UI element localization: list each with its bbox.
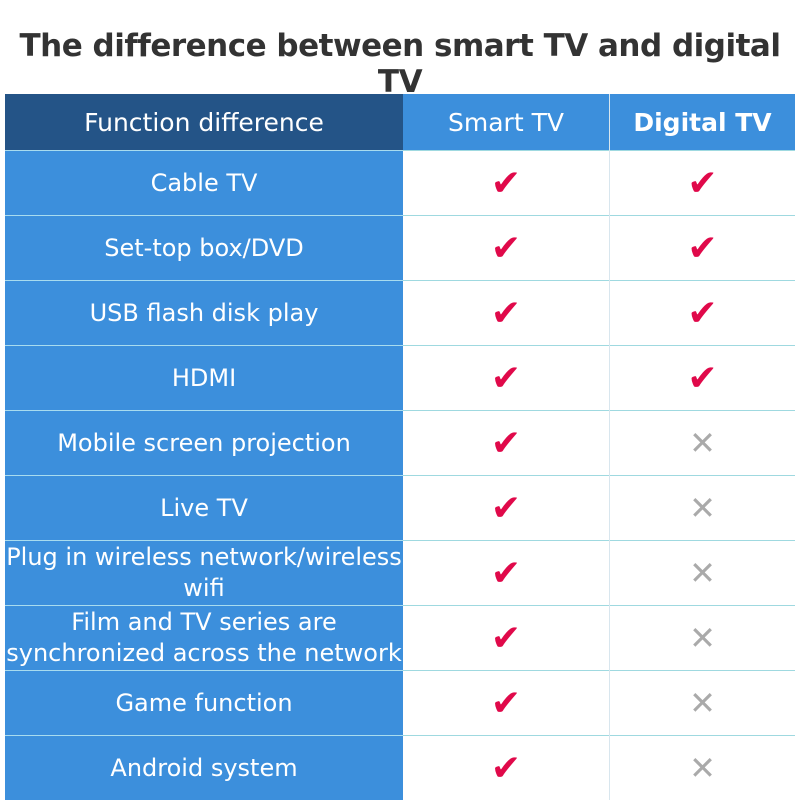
check-icon: ✔ xyxy=(490,487,522,529)
feature-cell: Cable TV xyxy=(5,150,403,216)
smart-tv-cell: ✔ xyxy=(403,670,610,736)
check-icon: ✔ xyxy=(490,747,522,789)
feature-cell: Android system xyxy=(5,735,403,800)
table-row: USB flash disk play ✔ ✔ xyxy=(5,280,795,346)
cross-icon: ✕ xyxy=(689,684,716,722)
header-digital-tv: Digital TV xyxy=(609,94,795,151)
check-icon: ✔ xyxy=(490,227,522,269)
check-icon: ✔ xyxy=(490,617,522,659)
smart-tv-cell: ✔ xyxy=(403,475,610,541)
cross-icon: ✕ xyxy=(689,619,716,657)
page-title: The difference between smart TV and digi… xyxy=(19,28,781,100)
smart-tv-cell: ✔ xyxy=(403,280,610,346)
table-row: Film and TV series are synchronized acro… xyxy=(5,605,795,671)
check-icon: ✔ xyxy=(687,162,718,204)
smart-tv-cell: ✔ xyxy=(403,345,610,411)
smart-tv-cell: ✔ xyxy=(403,150,610,216)
header-function-difference: Function difference xyxy=(5,94,403,151)
table-row: Live TV ✔ ✕ xyxy=(5,475,795,541)
smart-tv-cell: ✔ xyxy=(403,540,610,606)
smart-tv-cell: ✔ xyxy=(403,215,610,281)
check-icon: ✔ xyxy=(490,357,522,399)
digital-tv-cell: ✕ xyxy=(609,540,795,606)
check-icon: ✔ xyxy=(687,227,718,269)
feature-cell: USB flash disk play xyxy=(5,280,403,346)
cross-icon: ✕ xyxy=(689,554,716,592)
smart-tv-cell: ✔ xyxy=(403,735,610,800)
digital-tv-cell: ✕ xyxy=(609,410,795,476)
check-icon: ✔ xyxy=(490,162,522,204)
check-icon: ✔ xyxy=(490,682,522,724)
check-icon: ✔ xyxy=(687,292,718,334)
table-row: Cable TV ✔ ✔ xyxy=(5,150,795,216)
comparison-table: Function difference Smart TV Digital TV … xyxy=(5,94,795,800)
feature-cell: Film and TV series are synchronized acro… xyxy=(5,605,403,671)
feature-cell: Game function xyxy=(5,670,403,736)
check-icon: ✔ xyxy=(490,292,522,334)
digital-tv-cell: ✔ xyxy=(609,215,795,281)
cross-icon: ✕ xyxy=(689,424,716,462)
digital-tv-cell: ✕ xyxy=(609,670,795,736)
table-row: Mobile screen projection ✔ ✕ xyxy=(5,410,795,476)
cross-icon: ✕ xyxy=(689,749,716,787)
header-smart-tv: Smart TV xyxy=(403,94,610,151)
digital-tv-cell: ✔ xyxy=(609,150,795,216)
check-icon: ✔ xyxy=(490,422,522,464)
table-row: HDMI ✔ ✔ xyxy=(5,345,795,411)
digital-tv-cell: ✕ xyxy=(609,735,795,800)
feature-cell: Mobile screen projection xyxy=(5,410,403,476)
table-row: Android system ✔ ✕ xyxy=(5,735,795,800)
cross-icon: ✕ xyxy=(689,489,716,527)
digital-tv-cell: ✔ xyxy=(609,345,795,411)
check-icon: ✔ xyxy=(490,552,522,594)
digital-tv-cell: ✕ xyxy=(609,475,795,541)
feature-cell: Plug in wireless network/wireless wifi xyxy=(5,540,403,606)
feature-cell: HDMI xyxy=(5,345,403,411)
table-row: Game function ✔ ✕ xyxy=(5,670,795,736)
smart-tv-cell: ✔ xyxy=(403,605,610,671)
feature-cell: Set-top box/DVD xyxy=(5,215,403,281)
table-row: Set-top box/DVD ✔ ✔ xyxy=(5,215,795,281)
digital-tv-cell: ✕ xyxy=(609,605,795,671)
feature-cell: Live TV xyxy=(5,475,403,541)
table-row: Plug in wireless network/wireless wifi ✔ ✕ xyxy=(5,540,795,606)
check-icon: ✔ xyxy=(687,357,718,399)
table-header-row: Function difference Smart TV Digital TV xyxy=(5,94,795,151)
smart-tv-cell: ✔ xyxy=(403,410,610,476)
digital-tv-cell: ✔ xyxy=(609,280,795,346)
